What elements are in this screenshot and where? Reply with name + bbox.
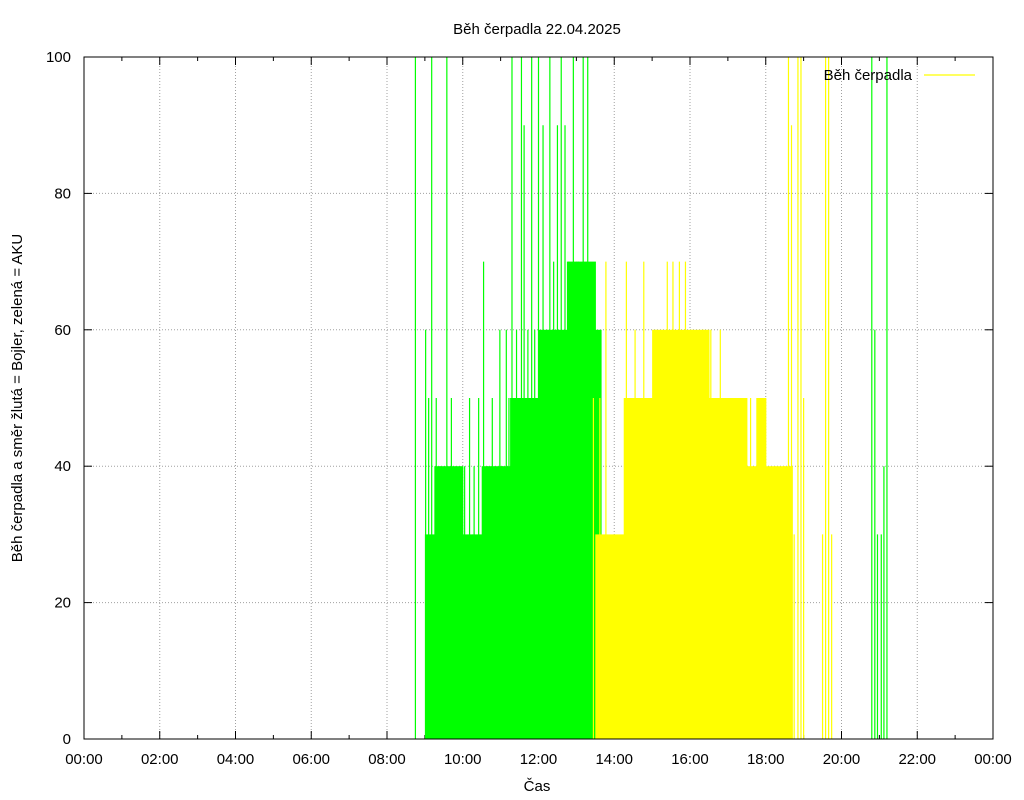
bar-aku [510, 398, 521, 739]
x-tick-label: 20:00 [823, 751, 861, 768]
x-axis-label: Čas [524, 778, 551, 795]
bar-bojler [699, 329, 710, 739]
bar-bojler [756, 398, 767, 739]
x-tick-label: 00:00 [974, 751, 1012, 768]
bar-aku [453, 466, 464, 739]
bar-aku [585, 261, 596, 739]
bar-bojler [690, 329, 701, 739]
y-tick-label: 20 [54, 595, 71, 612]
x-tick-label: 22:00 [898, 751, 936, 768]
y-tick-label: 80 [54, 185, 71, 202]
chart-title: Běh čerpadla 22.04.2025 [453, 21, 621, 38]
bar-bojler [737, 398, 748, 739]
bar-bojler [775, 466, 786, 739]
bar-bojler [623, 398, 634, 739]
x-tick-label: 02:00 [141, 751, 179, 768]
x-tick-label: 12:00 [520, 751, 558, 768]
x-tick-label: 06:00 [292, 751, 330, 768]
x-tick-label: 16:00 [671, 751, 709, 768]
bar-bojler [633, 398, 644, 739]
x-tick-label: 14:00 [595, 751, 633, 768]
bar-bojler [765, 466, 776, 739]
x-tick-label: 00:00 [65, 751, 103, 768]
bar-bojler [661, 329, 672, 739]
bar-bojler [782, 466, 793, 739]
x-tick-label: 08:00 [368, 751, 406, 768]
bar-aku [529, 398, 540, 739]
bar-aku [462, 534, 473, 739]
series-aku [414, 57, 888, 739]
x-axis: 00:00 02:00 04:00 06:00 08:00 10:00 12:00 14:00… [65, 57, 1012, 768]
bar-bojler [718, 398, 729, 739]
bar-aku [481, 466, 492, 739]
bar-aku [472, 534, 483, 739]
bar-bojler [652, 329, 663, 739]
bar-aku [424, 534, 435, 739]
bar-aku [557, 329, 568, 739]
bar-bojler [614, 534, 625, 739]
bar-bojler [746, 466, 757, 739]
x-tick-label: 18:00 [747, 751, 785, 768]
bar-bojler [727, 398, 738, 739]
bar-aku [491, 466, 502, 739]
bar-aku [443, 466, 454, 739]
x-tick-label: 04:00 [217, 751, 255, 768]
bar-bojler [671, 329, 682, 739]
bar-aku [434, 466, 445, 739]
bar-aku [547, 329, 559, 739]
x-tick-label: 10:00 [444, 751, 482, 768]
bar-aku [500, 466, 511, 739]
y-axis: 0 20 40 60 80 100 [46, 49, 993, 748]
y-tick-label: 60 [54, 322, 71, 339]
legend-label: Běh čerpadla [824, 67, 913, 84]
bar-bojler [604, 534, 615, 739]
data-series [414, 57, 888, 739]
bar-aku [576, 261, 587, 739]
bar-bojler [708, 398, 720, 739]
legend: Běh čerpadla [824, 67, 975, 84]
y-tick-label: 100 [46, 49, 71, 66]
bar-bojler [642, 398, 653, 739]
y-tick-label: 40 [54, 458, 71, 475]
plot-frame [83, 56, 994, 740]
bar-aku [566, 261, 577, 739]
series-bojler [592, 57, 833, 739]
y-tick-label: 0 [63, 731, 71, 748]
y-axis-label: Běh čerpadla a směr žlutá = Bojler, zele… [9, 234, 26, 563]
